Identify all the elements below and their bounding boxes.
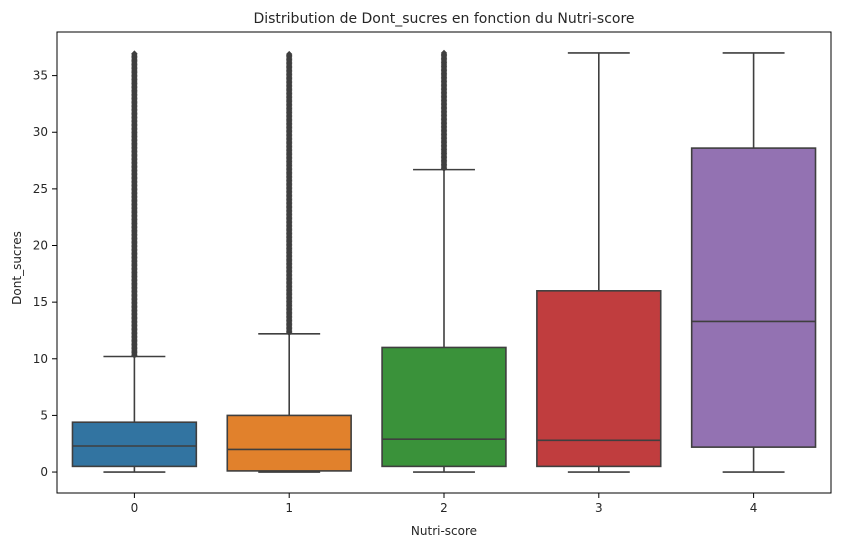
y-tick-label: 30 <box>33 125 48 139</box>
box-group-0 <box>71 50 198 473</box>
outliers-2 <box>440 49 448 172</box>
box-group-4 <box>690 52 817 473</box>
box-0 <box>71 421 198 468</box>
box-3 <box>536 290 662 468</box>
outlier-point <box>131 50 138 57</box>
y-axis-label: Dont_sucres <box>10 231 24 305</box>
box-group-1 <box>226 50 352 473</box>
x-axis-label: Nutri-score <box>411 524 477 538</box>
box-2 <box>381 346 507 468</box>
y-axis: 0 5 10 15 20 25 30 35 <box>33 69 57 479</box>
y-tick-label: 35 <box>33 69 48 83</box>
x-tick-label: 1 <box>285 501 293 515</box>
y-tick-label: 15 <box>33 295 48 309</box>
y-tick-label: 25 <box>33 182 48 196</box>
box-4 <box>690 147 817 448</box>
y-tick-label: 0 <box>40 465 48 479</box>
box-1 <box>226 414 352 472</box>
outlier-point <box>286 50 293 58</box>
x-axis: 0 1 2 3 4 <box>131 493 758 515</box>
y-tick-label: 10 <box>33 352 48 366</box>
plot-area <box>56 31 832 494</box>
x-tick-label: 2 <box>440 501 448 515</box>
x-tick-label: 3 <box>595 501 603 515</box>
chart-title: Distribution de Dont_sucres en fonction … <box>253 11 634 27</box>
outlier-point <box>440 49 448 57</box>
y-tick-label: 20 <box>33 239 48 253</box>
x-tick-label: 0 <box>131 501 139 515</box>
box-group-2 <box>381 49 507 473</box>
outliers-0 <box>131 50 138 359</box>
x-tick-label: 4 <box>750 501 758 515</box>
box-group-3 <box>536 52 662 473</box>
y-tick-label: 5 <box>40 408 48 422</box>
outliers-1 <box>286 50 293 336</box>
